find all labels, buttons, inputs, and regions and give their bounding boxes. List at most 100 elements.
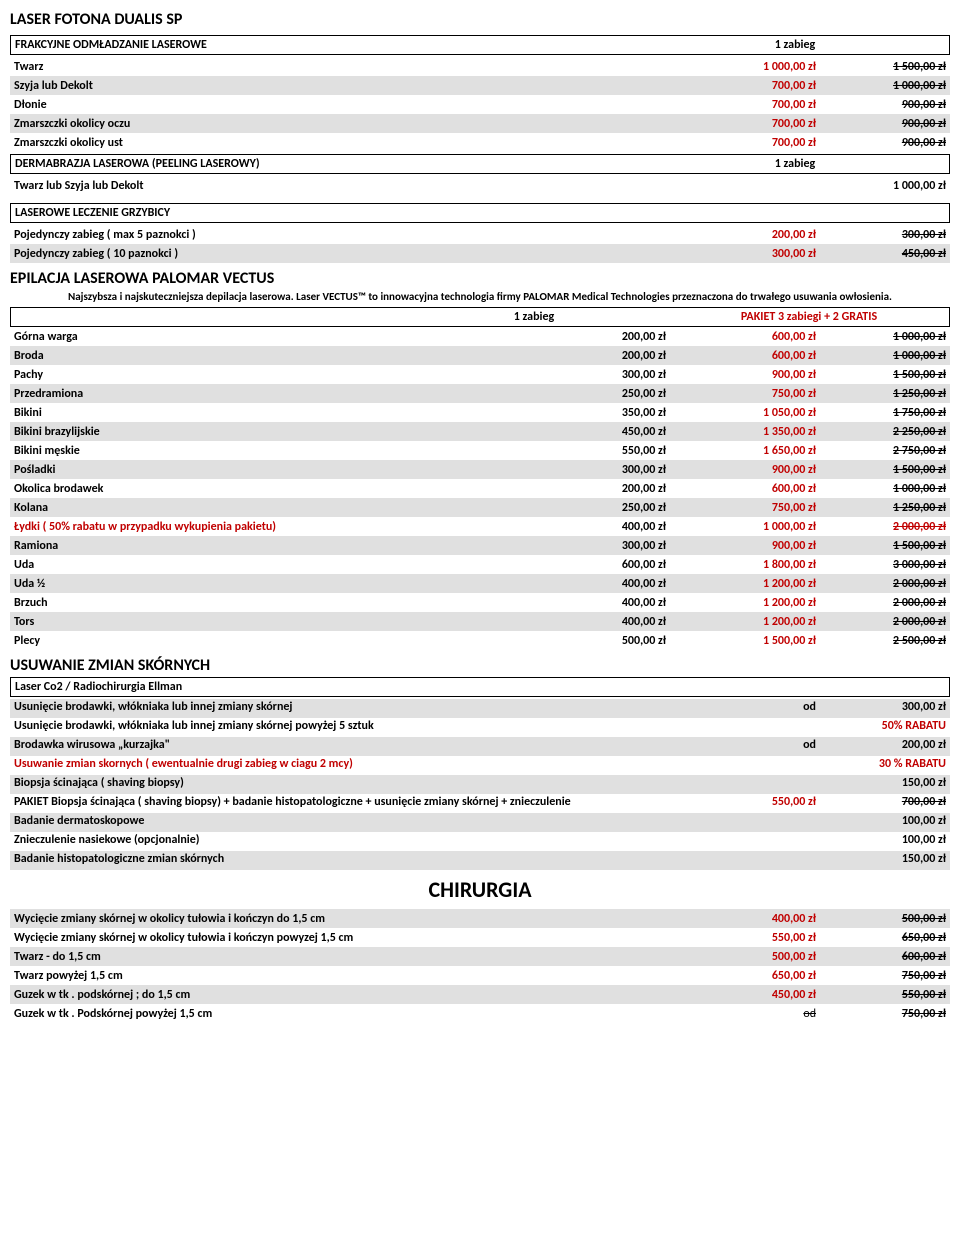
row-label: Usuwanie zmian skornych ( ewentualnie dr…: [14, 757, 756, 774]
price-row: Szyja lub Dekolt700,00 zł1 000,00 zł: [10, 76, 950, 95]
row-price: 650,00 zł: [686, 969, 816, 983]
row-price: 500,00 zł: [686, 950, 816, 964]
row-label: Kolana: [14, 501, 546, 515]
row-price-1: 400,00 zł: [546, 577, 666, 591]
row-price: 150,00 zł: [816, 776, 946, 793]
row-price: 1 000,00 zł: [816, 179, 946, 193]
row-label: Pośladki: [14, 463, 546, 477]
col-header: 1 zabieg: [399, 310, 669, 324]
row-label: Twarz - do 1,5 cm: [14, 950, 686, 964]
row-od: [756, 776, 816, 793]
row-price-1: 300,00 zł: [546, 368, 666, 382]
row-label: Bikini: [14, 406, 546, 420]
row-price-1: 300,00 zł: [546, 539, 666, 553]
row-label: Bikini męskie: [14, 444, 546, 458]
row-old-price: 700,00 zł: [816, 795, 946, 812]
row-price: 700,00 zł: [686, 136, 816, 150]
row-price-1: 400,00 zł: [546, 615, 666, 629]
row-price: 100,00 zł: [816, 814, 946, 831]
epilacja-header: 1 zabieg PAKIET 3 zabiegi + 2 GRATIS: [10, 307, 950, 327]
row-label: Uda ½: [14, 577, 546, 591]
row-old-price: 2 500,00 zł: [816, 634, 946, 648]
section-header: DERMABRAZJA LASEROWA (PEELING LASEROWY) …: [10, 154, 950, 174]
price-row: Okolica brodawek200,00 zł600,00 zł1 000,…: [10, 479, 950, 498]
row-label: Twarz lub Szyja lub Dekolt: [14, 179, 816, 193]
row-label: Broda: [14, 349, 546, 363]
row-price: 550,00 zł: [686, 931, 816, 945]
row-price: 30 % RABATU: [816, 757, 946, 774]
row-od: [756, 814, 816, 831]
price-row: Twarz lub Szyja lub Dekolt1 000,00 zł: [10, 176, 950, 195]
price-row: Pośladki300,00 zł900,00 zł1 500,00 zł: [10, 460, 950, 479]
row-price-1: 200,00 zł: [546, 330, 666, 344]
row-price-2: 1 500,00 zł: [666, 634, 816, 648]
row-old-price: 650,00 zł: [816, 931, 946, 945]
row-old-price: 750,00 zł: [816, 1007, 946, 1021]
row-price: 550,00 zł: [686, 795, 816, 812]
row-label: Łydki ( 50% rabatu w przypadku wykupieni…: [14, 520, 546, 534]
row-old-price: 1 250,00 zł: [816, 387, 946, 401]
price-row: Twarz powyżej 1,5 cm650,00 zł750,00 zł: [10, 966, 950, 985]
row-price-2: 600,00 zł: [666, 482, 816, 496]
row-od: [756, 852, 816, 869]
row-label: Plecy: [14, 634, 546, 648]
row-old-price: 500,00 zł: [816, 912, 946, 926]
row-price-2: 600,00 zł: [666, 330, 816, 344]
row-label: Badanie histopatologiczne zmian skórnych: [14, 852, 756, 869]
section-col: 1 zabieg: [645, 38, 945, 52]
row-label: Uda: [14, 558, 546, 572]
row-label: Twarz powyżej 1,5 cm: [14, 969, 686, 983]
row-label: Twarz: [14, 60, 686, 74]
row-old-price: 3 000,00 zł: [816, 558, 946, 572]
row-price: 100,00 zł: [816, 833, 946, 850]
row-price-2: 1 800,00 zł: [666, 558, 816, 572]
price-row: Guzek w tk . Podskórnej powyżej 1,5 cmod…: [10, 1004, 950, 1023]
section-desc: Najszybsza i najskuteczniejsza depilacja…: [10, 290, 950, 303]
row-price-2: 900,00 zł: [666, 368, 816, 382]
row-old-price: 1 000,00 zł: [816, 349, 946, 363]
row-old-price: 600,00 zł: [816, 950, 946, 964]
price-row: Pachy300,00 zł900,00 zł1 500,00 zł: [10, 365, 950, 384]
row-old-price: 2 000,00 zł: [816, 596, 946, 610]
row-price-2: 1 200,00 zł: [666, 577, 816, 591]
section-col: 1 zabieg: [645, 157, 945, 171]
price-row: Łydki ( 50% rabatu w przypadku wykupieni…: [10, 517, 950, 536]
row-price-2: 1 200,00 zł: [666, 596, 816, 610]
price-row: Usunięcie brodawki, włókniaka lub innej …: [10, 718, 950, 737]
row-old-price: 1 500,00 zł: [816, 539, 946, 553]
price-row: Badanie dermatoskopowe100,00 zł: [10, 813, 950, 832]
row-price: 150,00 zł: [816, 852, 946, 869]
row-label: Guzek w tk . podskórnej ; do 1,5 cm: [14, 988, 686, 1002]
price-row: Plecy500,00 zł1 500,00 zł2 500,00 zł: [10, 631, 950, 650]
price-row: Twarz - do 1,5 cm500,00 zł600,00 zł: [10, 947, 950, 966]
price-row: Biopsja ścinająca ( shaving biopsy) 150,0…: [10, 775, 950, 794]
price-row: Pojedynczy zabieg ( max 5 paznokci )200,…: [10, 225, 950, 244]
row-label: Górna warga: [14, 330, 546, 344]
row-label: Zmarszczki okolicy oczu: [14, 117, 686, 131]
row-old-price: 900,00 zł: [816, 98, 946, 112]
section-label: DERMABRAZJA LASEROWA (PEELING LASEROWY): [15, 157, 645, 171]
row-label: Znieczulenie nasiekowe (opcjonalnie): [14, 833, 756, 850]
price-row: Brodawka wirusowa „kurzajka"od200,00 zł: [10, 737, 950, 756]
col-header: PAKIET 3 zabiegi + 2 GRATIS: [669, 310, 949, 324]
page-title: LASER FOTONA DUALIS SP: [10, 10, 950, 29]
row-price-2: 1 650,00 zł: [666, 444, 816, 458]
row-old-price: 1 000,00 zł: [816, 330, 946, 344]
row-price-1: 400,00 zł: [546, 596, 666, 610]
row-old-price: 1 500,00 zł: [816, 60, 946, 74]
row-price-2: 1 350,00 zł: [666, 425, 816, 439]
row-price-1: 200,00 zł: [546, 349, 666, 363]
row-old-price: 1 750,00 zł: [816, 406, 946, 420]
row-label: Pojedynczy zabieg ( 10 paznokci ): [14, 247, 686, 261]
price-row: PAKIET Biopsja ścinająca ( shaving biops…: [10, 794, 950, 813]
row-old-price: 550,00 zł: [816, 988, 946, 1002]
row-price-1: 400,00 zł: [546, 520, 666, 534]
section-label: FRAKCYJNE ODMŁADZANIE LASEROWE: [15, 38, 645, 52]
price-row: Uda600,00 zł1 800,00 zł3 000,00 zł: [10, 555, 950, 574]
row-label: Biopsja ścinająca ( shaving biopsy): [14, 776, 756, 793]
row-price-1: 600,00 zł: [546, 558, 666, 572]
row-price-2: 1 200,00 zł: [666, 615, 816, 629]
price-row: Broda200,00 zł600,00 zł1 000,00 zł: [10, 346, 950, 365]
row-old-price: 1 000,00 zł: [816, 482, 946, 496]
row-label: Brzuch: [14, 596, 546, 610]
